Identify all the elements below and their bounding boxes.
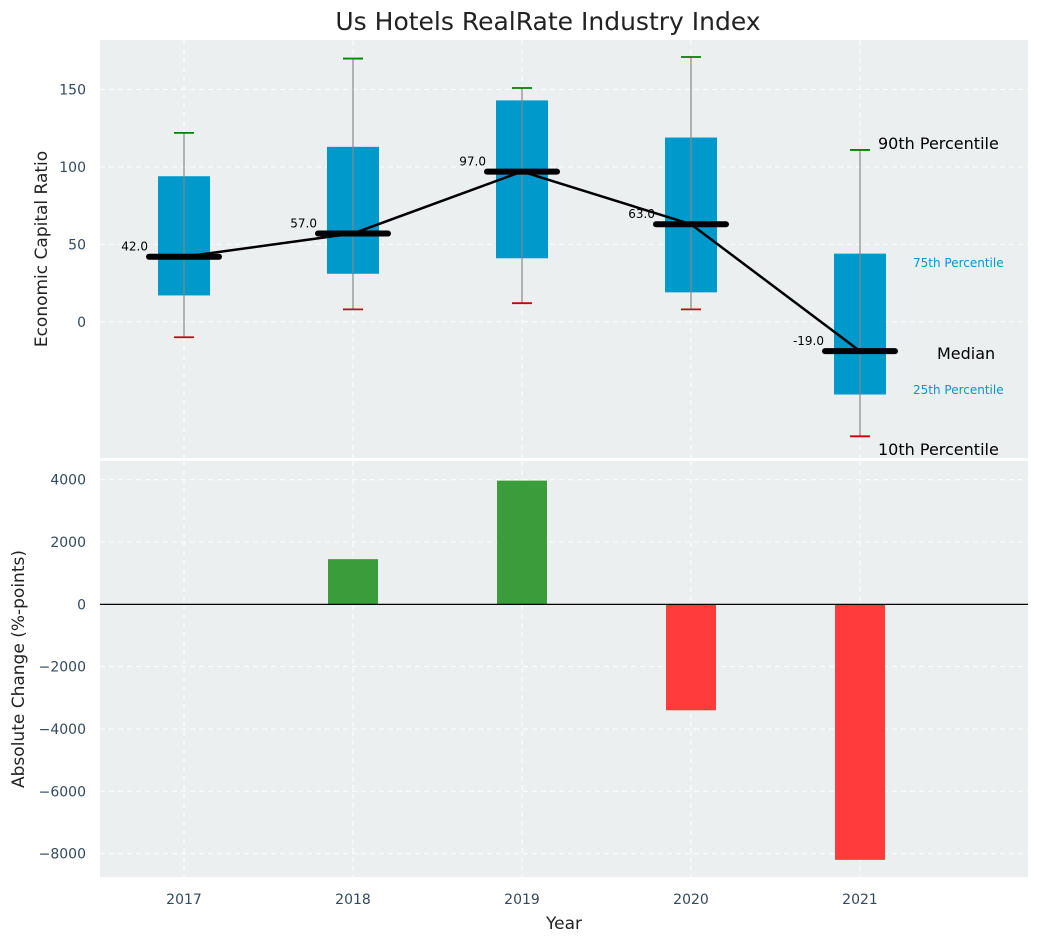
bar-plot-y-tick-label: 0: [77, 597, 86, 613]
chart-title: Us Hotels RealRate Industry Index: [335, 7, 760, 36]
x-ticks: 2017 2018 2019 2020 2021: [166, 892, 878, 908]
bar-plot-y-tick-label: 2000: [50, 535, 86, 551]
legend-median: Median: [937, 344, 995, 363]
change-bar-2018: [328, 559, 378, 605]
whisker-lines: [183, 57, 861, 437]
box-plot-y-axis-title: Economic Capital Ratio: [32, 151, 52, 347]
box-plot-y-tick-label: 0: [77, 315, 86, 331]
x-tick-label: 2020: [673, 892, 709, 908]
bar-plot-y-tick-label: −6000: [39, 784, 86, 800]
percentile-caps: [174, 56, 870, 438]
bar-plot-y-tick-label: −8000: [39, 847, 86, 863]
change-bar-2021: [835, 604, 885, 860]
median-markers: [146, 168, 898, 355]
x-tick-label: 2019: [504, 892, 540, 908]
legend-p25: 25th Percentile: [913, 383, 1004, 397]
bar-plot-y-tick-label: −2000: [39, 660, 86, 676]
x-tick-label: 2017: [166, 892, 202, 908]
change-bar-2020: [666, 604, 716, 711]
bar-plot-y-axis-title: Absolute Change (%-points): [9, 550, 29, 788]
median-label-2021: -19.0: [793, 334, 824, 348]
x-tick-label: 2021: [842, 892, 878, 908]
median-label-2017: 42.0: [121, 240, 148, 254]
box-plot-y-tick-label: 50: [68, 237, 86, 253]
bar-plot-y-tick-label: 4000: [50, 473, 86, 489]
x-tick-label: 2018: [335, 892, 371, 908]
legend-p10: 10th Percentile: [878, 440, 999, 459]
median-value-labels: 42.0 57.0 97.0 63.0 -19.0: [121, 155, 824, 349]
median-label-2020: 63.0: [628, 207, 655, 221]
x-axis-title: Year: [545, 914, 582, 934]
bar-plot-y-tick-label: −4000: [39, 722, 86, 738]
change-bar-2019: [497, 480, 547, 605]
legend-p75: 75th Percentile: [913, 256, 1004, 270]
box-plot-y-ticks: 0 50 100 150: [59, 83, 86, 331]
median-label-2019: 97.0: [459, 155, 486, 169]
bar-plot-area: [100, 461, 1028, 877]
change-bars: [328, 480, 885, 860]
bar-plot-y-ticks: 4000 2000 0 −2000 −4000 −6000 −8000: [39, 473, 86, 863]
box-plot-y-tick-label: 150: [59, 83, 86, 99]
box-plot-y-tick-label: 100: [59, 160, 86, 176]
legend-p90: 90th Percentile: [878, 134, 999, 153]
median-label-2018: 57.0: [290, 217, 317, 231]
